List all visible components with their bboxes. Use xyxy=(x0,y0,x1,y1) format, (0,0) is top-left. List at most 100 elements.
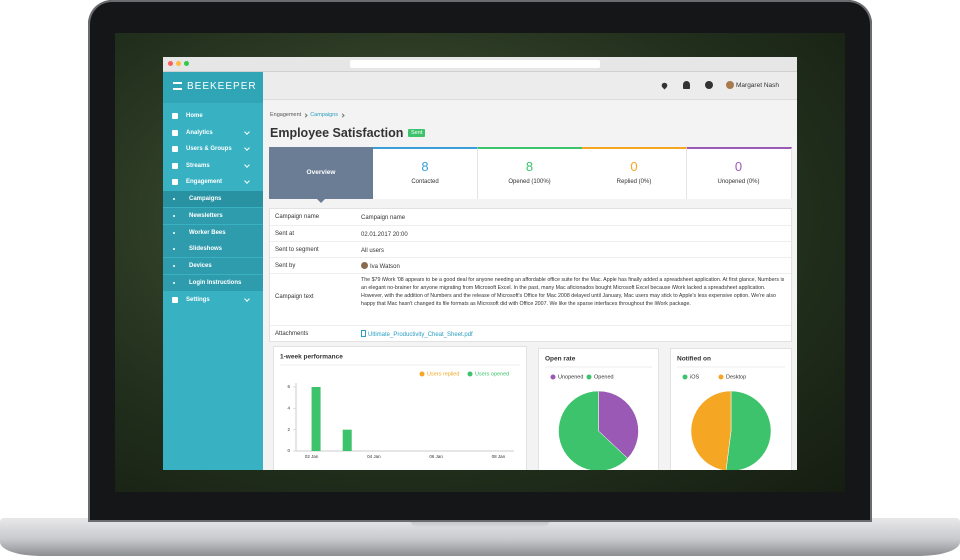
breadcrumb: Engagement Campaigns xyxy=(270,112,345,118)
address-bar[interactable] xyxy=(350,60,600,68)
bar xyxy=(311,387,321,451)
legend-swatch xyxy=(419,371,425,377)
maximize-button[interactable] xyxy=(184,61,189,66)
nav-sublabel: Newsletters xyxy=(189,212,223,219)
nav-item[interactable]: Analytics xyxy=(163,125,263,141)
chart-card: Notified on iOS Desktop xyxy=(670,348,792,470)
nav-item[interactable]: Streams xyxy=(163,158,263,174)
chart-title: Open rate xyxy=(545,356,576,363)
x-tick-label: 04 Jan xyxy=(367,454,381,459)
legend-swatch xyxy=(550,374,556,380)
nav-icon xyxy=(172,296,178,303)
stat-value: 8 xyxy=(421,159,429,174)
details-row: Attachments Ultimate_Productivity_Cheat_S… xyxy=(270,325,791,342)
nav-sublabel: Slideshows xyxy=(189,246,223,253)
logo-header[interactable]: BEEKEEPER xyxy=(163,72,263,103)
details-value: 02.01.2017 20:00 xyxy=(361,232,408,238)
nav-item[interactable]: Engagement xyxy=(163,174,263,190)
nav-subitem[interactable]: Worker Bees xyxy=(163,224,263,241)
nav-sublabel: Devices xyxy=(189,263,212,270)
stat-tile[interactable]: 8 Opened (100%) xyxy=(477,147,583,199)
y-tick-label: 6 xyxy=(287,384,290,389)
browser-toolbar xyxy=(163,57,797,72)
y-tick-label: 2 xyxy=(287,427,290,432)
legend-swatch xyxy=(467,371,473,377)
legend-swatch xyxy=(718,374,724,380)
nav-label: Settings xyxy=(186,296,210,303)
chevron xyxy=(244,128,250,135)
details-label: Attachments xyxy=(275,331,309,337)
legend-label: Opened xyxy=(594,374,614,380)
close-button[interactable] xyxy=(168,61,173,66)
overview-tab[interactable]: Overview xyxy=(269,147,373,203)
stat-value: 0 xyxy=(734,159,743,174)
details-value: All users xyxy=(361,248,385,254)
help-icon[interactable] xyxy=(705,81,713,89)
stat-tile[interactable]: 0 Replied (0%) xyxy=(582,147,687,199)
stat-tile[interactable]: 0 Unopened (0%) xyxy=(686,147,792,199)
user-menu[interactable]: Margaret Nash xyxy=(736,82,779,89)
chart-card: 1-week performance Users replied Users ope… xyxy=(273,346,527,470)
breadcrumb-item[interactable]: Campaigns xyxy=(310,112,339,118)
stat-tile[interactable]: 8 Contacted xyxy=(373,147,478,199)
logo-icon xyxy=(173,82,182,90)
details-value: Iva Watson xyxy=(370,264,400,270)
laptop-notch xyxy=(410,518,550,527)
bullet xyxy=(173,198,175,200)
file-icon xyxy=(361,330,366,337)
details-row: Campaign name Campaign name xyxy=(270,209,791,225)
pie-slice xyxy=(558,390,629,470)
bullet xyxy=(173,265,175,268)
page-title: Employee Satisfaction xyxy=(270,126,404,140)
nav-subitem[interactable]: Slideshows xyxy=(163,241,263,258)
browser-window: BEEKEEPER Home Analytics Users & Groups Str… xyxy=(163,57,797,470)
details-row: Sent at 02.01.2017 20:00 xyxy=(270,225,791,242)
chart: 1-week performance Users replied Users ope… xyxy=(280,354,520,459)
sender-avatar xyxy=(361,262,368,269)
top-bar: Margaret Nash xyxy=(263,72,797,100)
y-tick-label: 0 xyxy=(287,448,290,453)
details-value[interactable]: Ultimate_Productivity_Cheat_Sheet.pdf xyxy=(368,332,473,338)
chart-title: Notified on xyxy=(677,356,711,363)
nav-icon xyxy=(172,129,178,136)
nav-subitem[interactable]: Campaigns xyxy=(163,191,263,207)
legend-label: Users replied xyxy=(427,371,459,377)
nav-icon xyxy=(172,179,178,186)
nav-item[interactable]: Users & Groups xyxy=(163,141,263,157)
breadcrumb-separator xyxy=(340,113,345,118)
bullet xyxy=(173,282,175,284)
legend-label: Unopened xyxy=(558,374,583,380)
user-avatar[interactable] xyxy=(726,81,734,89)
y-tick-label: 4 xyxy=(287,406,290,411)
stat-label: Replied (0%) xyxy=(616,179,652,185)
details-label: Campaign text xyxy=(275,294,314,300)
nav-label: Streams xyxy=(186,162,210,169)
nav-sublabel: Campaigns xyxy=(189,196,222,202)
nav-subitem[interactable]: Newsletters xyxy=(163,207,263,224)
nav-subitem[interactable]: Devices xyxy=(163,258,263,275)
chart-card: Open rate Unopened Opened xyxy=(538,348,659,470)
legend-label: Desktop xyxy=(726,374,746,380)
minimize-button[interactable] xyxy=(176,61,181,66)
status-badge: Sent xyxy=(408,129,426,137)
nav-subitem[interactable]: Login Instructions xyxy=(163,275,263,291)
details-row: Campaign text The $79 iWork '08 appears t… xyxy=(270,273,791,326)
details-label: Campaign name xyxy=(275,214,320,220)
brand: BEEKEEPER xyxy=(187,81,257,92)
nav-label: Analytics xyxy=(186,129,213,136)
favorites-icon[interactable] xyxy=(660,81,669,90)
nav-label: Engagement xyxy=(186,179,223,186)
stat-label: Contacted xyxy=(411,179,439,185)
legend-label: iOS xyxy=(690,374,700,380)
chevron xyxy=(244,178,250,185)
nav-item[interactable]: Home xyxy=(163,108,263,124)
chart: Notified on iOS Desktop xyxy=(677,356,785,470)
nav-icon xyxy=(172,146,178,153)
breadcrumb-item[interactable]: Engagement xyxy=(270,112,302,118)
legend-label: Users opened xyxy=(475,371,509,377)
pie-slice xyxy=(690,390,732,470)
stat-value: 8 xyxy=(525,159,534,174)
notifications-icon[interactable] xyxy=(683,81,690,89)
nav-item[interactable]: Settings xyxy=(163,292,263,308)
